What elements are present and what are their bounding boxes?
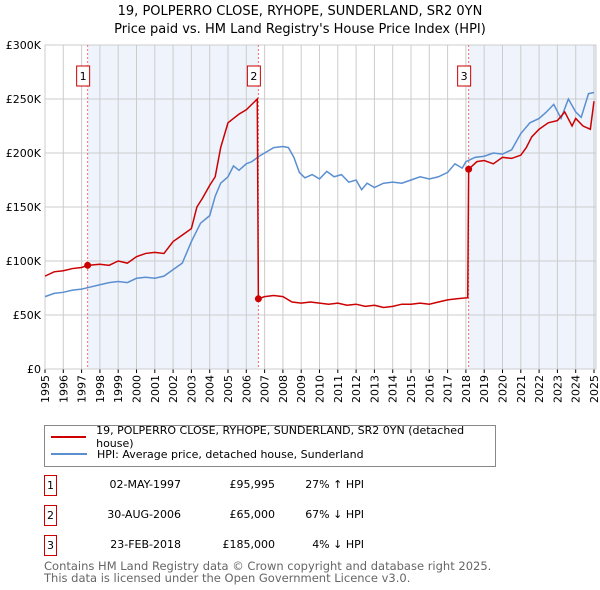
x-tick-label: 1998 bbox=[94, 375, 107, 403]
x-tick-label: 2011 bbox=[332, 375, 345, 403]
x-tick-label: 2024 bbox=[570, 375, 583, 403]
x-tick-label: 1996 bbox=[57, 375, 70, 403]
hpi-line bbox=[44, 91, 595, 298]
sale-label-box bbox=[457, 65, 472, 87]
x-tick-label: 2014 bbox=[387, 375, 400, 403]
x-tick-label: 1995 bbox=[39, 375, 52, 403]
x-tick-label: 2000 bbox=[131, 375, 144, 403]
x-tick-label: 2004 bbox=[204, 375, 217, 403]
sale-label-box bbox=[246, 65, 261, 87]
legend-item-hpi: HPI: Average price, detached house, Sund… bbox=[51, 446, 364, 462]
x-tick-label: 2021 bbox=[515, 375, 528, 403]
x-tick-label: 2005 bbox=[222, 375, 235, 403]
x-tick-label: 2012 bbox=[350, 375, 363, 403]
chart-subtitle: Price paid vs. HM Land Registry's House … bbox=[114, 22, 486, 37]
legend-swatch bbox=[51, 436, 87, 438]
sale-point bbox=[254, 295, 262, 303]
x-tick-label: 2006 bbox=[240, 375, 253, 403]
sale-price: £95,995 bbox=[229, 478, 276, 491]
sale-hpi-diff: 67% ↓ HPI bbox=[305, 508, 364, 521]
property-price-line bbox=[44, 97, 595, 309]
plot-border bbox=[44, 44, 597, 370]
x-tick-label: 2019 bbox=[478, 375, 491, 403]
x-tick-label: 2002 bbox=[167, 375, 180, 403]
x-tick-label: 2023 bbox=[551, 375, 564, 403]
sale-label: 1 bbox=[80, 70, 87, 83]
chart-title: 19, POLPERRO CLOSE, RYHOPE, SUNDERLAND, … bbox=[117, 4, 483, 19]
x-tick-label: 2009 bbox=[295, 375, 308, 403]
footer-line: Contains HM Land Registry data © Crown c… bbox=[44, 559, 492, 573]
sale-date: 02-MAY-1997 bbox=[109, 478, 181, 491]
x-tick-label: 2025 bbox=[588, 375, 600, 403]
sale-number: 1 bbox=[44, 475, 57, 496]
sale-number: 3 bbox=[44, 535, 57, 556]
legend-item-property: 19, POLPERRO CLOSE, RYHOPE, SUNDERLAND, … bbox=[51, 424, 495, 450]
legend-swatch bbox=[51, 453, 87, 455]
x-tick-label: 2020 bbox=[497, 375, 510, 403]
x-tick-label: 2022 bbox=[533, 375, 546, 403]
x-tick-label: 2017 bbox=[442, 375, 455, 403]
x-tick-label: 2013 bbox=[368, 375, 381, 403]
sale-point bbox=[465, 165, 473, 173]
sale-label: 2 bbox=[250, 70, 257, 83]
sale-date: 23-FEB-2018 bbox=[110, 538, 181, 551]
y-tick-label: £100K bbox=[6, 255, 42, 268]
x-tick-label: 2007 bbox=[259, 375, 272, 403]
sale-row: 3 23-FEB-2018 £185,000 4% ↓ HPI bbox=[44, 535, 444, 556]
sale-number: 2 bbox=[44, 505, 57, 526]
sale-price: £185,000 bbox=[222, 538, 276, 551]
x-tick-label: 2010 bbox=[314, 375, 327, 403]
legend-label: HPI: Average price, detached house, Sund… bbox=[97, 447, 364, 461]
sale-hpi-diff: 4% ↓ HPI bbox=[312, 538, 364, 551]
footer-line: This data is licensed under the Open Gov… bbox=[44, 571, 411, 585]
x-tick-label: 2003 bbox=[185, 375, 198, 403]
y-tick-label: £0 bbox=[27, 363, 41, 376]
y-tick-label: £300K bbox=[6, 39, 42, 52]
x-tick-label: 2001 bbox=[149, 375, 162, 403]
sale-label-box bbox=[76, 65, 91, 87]
sale-date: 30-AUG-2006 bbox=[107, 508, 181, 521]
y-tick-label: £50K bbox=[13, 309, 42, 322]
x-tick-label: 2016 bbox=[423, 375, 436, 403]
y-tick-label: £250K bbox=[6, 93, 42, 106]
sale-hpi-diff: 27% ↑ HPI bbox=[305, 478, 364, 491]
x-tick-label: 2015 bbox=[405, 375, 418, 403]
x-tick-label: 2018 bbox=[460, 375, 473, 403]
sale-row: 1 02-MAY-1997 £95,995 27% ↑ HPI bbox=[44, 475, 444, 496]
legend-label: 19, POLPERRO CLOSE, RYHOPE, SUNDERLAND, … bbox=[96, 424, 465, 450]
sale-row: 2 30-AUG-2006 £65,000 67% ↓ HPI bbox=[44, 505, 444, 526]
sale-label: 3 bbox=[461, 70, 468, 83]
x-tick-label: 1997 bbox=[76, 375, 89, 403]
y-tick-label: £200K bbox=[6, 147, 42, 160]
sale-price: £65,000 bbox=[229, 508, 276, 521]
price-chart: 1995 1996 1997 1998 1999 2000 2001 2002 2003 2004… bbox=[6, 39, 600, 403]
legend: 19, POLPERRO CLOSE, RYHOPE, SUNDERLAND, … bbox=[44, 424, 496, 467]
footer: Contains HM Land Registry data © Crown c… bbox=[44, 560, 491, 584]
x-tick-label: 2008 bbox=[277, 375, 290, 403]
sale-point bbox=[84, 261, 92, 269]
y-tick-label: £150K bbox=[6, 201, 42, 214]
x-tick-label: 1999 bbox=[112, 375, 125, 403]
